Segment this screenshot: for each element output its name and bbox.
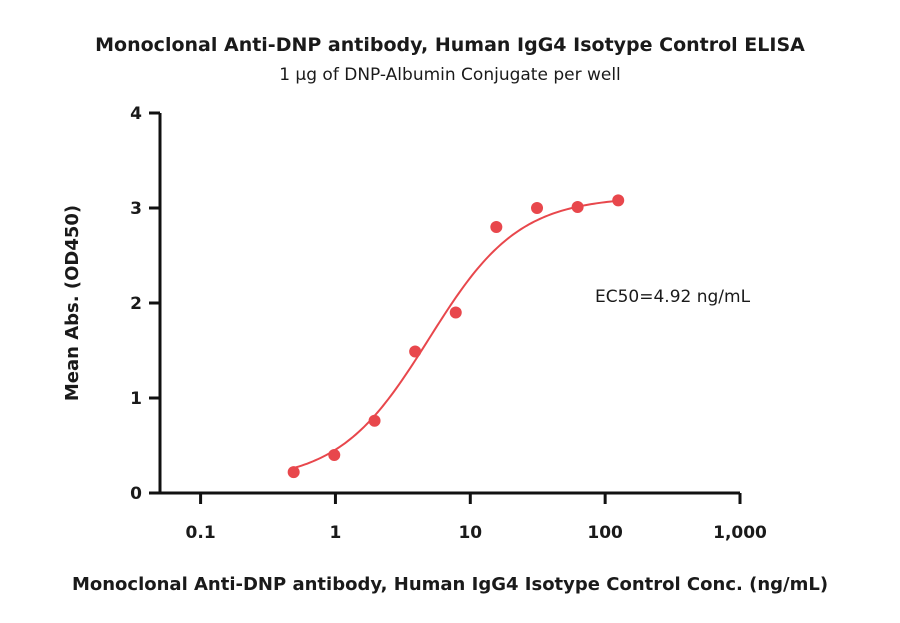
data-point xyxy=(449,306,462,319)
data-points xyxy=(287,194,625,479)
data-point xyxy=(328,449,341,461)
y-tick-label: 1 xyxy=(130,389,142,409)
chart-title: Monoclonal Anti-DNP antibody, Human IgG4… xyxy=(95,34,805,56)
x-tick-label: 1,000 xyxy=(713,523,767,543)
data-point xyxy=(571,201,584,214)
y-tick-label: 3 xyxy=(130,199,142,219)
x-tick-label: 100 xyxy=(587,523,623,543)
data-point xyxy=(287,466,300,479)
x-tick-label: 0.1 xyxy=(186,523,216,543)
y-tick-label: 0 xyxy=(130,484,142,504)
fit-curve xyxy=(293,199,619,470)
data-point xyxy=(490,221,503,233)
y-tick-label: 2 xyxy=(130,294,142,314)
x-ticks: 0.1 1 10 100 1,000 xyxy=(186,493,767,543)
y-tick-label: 4 xyxy=(130,104,142,124)
ec50-annotation: EC50=4.92 ng/mL xyxy=(595,287,751,307)
x-tick-label: 10 xyxy=(458,523,482,543)
x-axis-label: Monoclonal Anti-DNP antibody, Human IgG4… xyxy=(72,574,828,595)
chart-subtitle: 1 µg of DNP-Albumin Conjugate per well xyxy=(279,65,621,85)
y-ticks: 0 1 2 3 4 xyxy=(130,104,160,504)
data-point xyxy=(368,414,381,427)
data-point xyxy=(531,202,544,214)
x-tick-label: 1 xyxy=(330,523,342,543)
data-point xyxy=(409,345,422,358)
data-point xyxy=(612,194,625,207)
y-axis-label: Mean Abs. (OD450) xyxy=(62,205,83,401)
